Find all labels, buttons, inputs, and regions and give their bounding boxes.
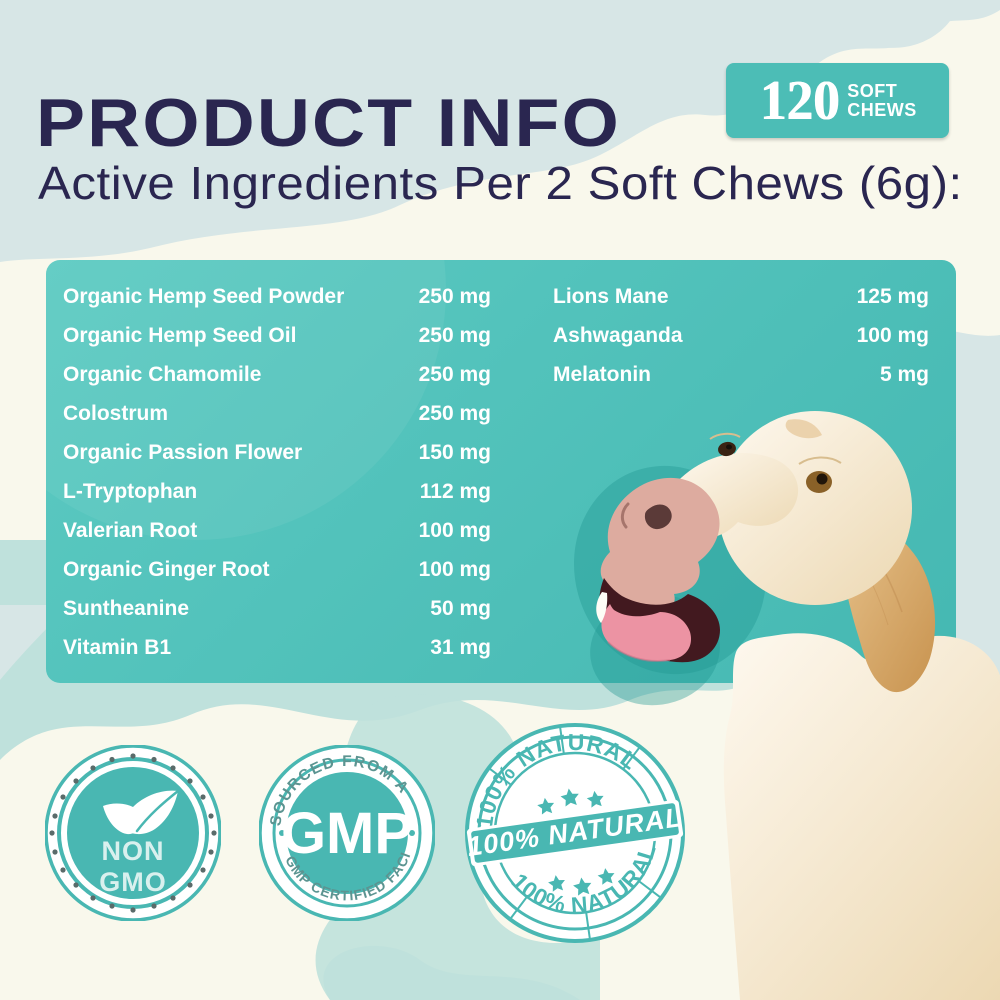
svg-text:GMP: GMP [281, 801, 413, 866]
svg-text:GMO: GMO [99, 867, 167, 897]
svg-text:NON: NON [102, 836, 165, 866]
